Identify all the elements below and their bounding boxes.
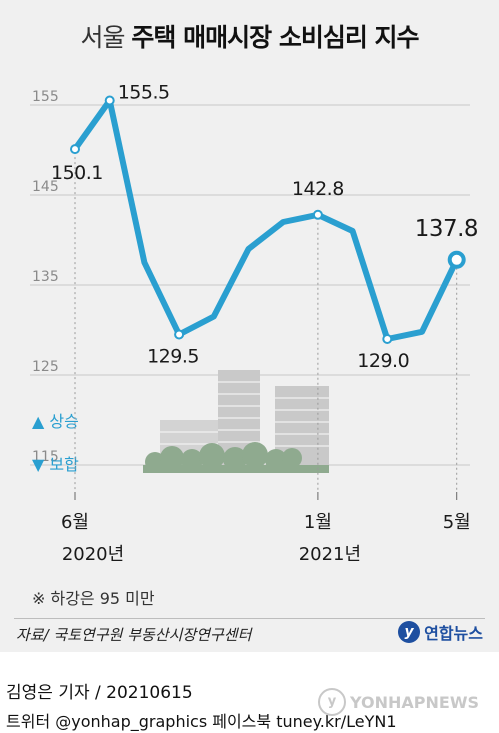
- title-light: 서울: [80, 23, 125, 52]
- infographic-card: [0, 0, 499, 652]
- data-label: 129.5: [147, 346, 199, 368]
- x-year-label: 2021년: [299, 544, 361, 565]
- y-tick-labels: 155 145 135 125 115: [32, 89, 59, 465]
- x-month-label: 6월: [61, 512, 89, 533]
- social-links: 트위터 @yonhap_graphics 페이스북 tuney.kr/LeYN1: [6, 712, 397, 731]
- yonhap-logo-text: 연합뉴스: [424, 624, 483, 643]
- legend-up-label: ▲ 상승: [32, 412, 79, 431]
- legend: ▲ 상승 ▼ 보합: [32, 412, 79, 474]
- data-point: [382, 334, 393, 344]
- line-chart: 155 145 135 125 115 ▲ 상승 ▼ 보합 150.1 155.5 129.…: [30, 82, 479, 565]
- x-year-label: 2020년: [62, 544, 124, 565]
- source-text: 자료/ 국토연구원 부동산시장연구센터: [16, 626, 252, 644]
- series-polyline: [72, 97, 460, 342]
- y-tick-label: 155: [32, 89, 59, 105]
- footnote: ※ 하강은 95 미만: [32, 589, 155, 608]
- watermark-text: YONHAPNEWS: [350, 692, 479, 712]
- chart-title: 서울 주택 매매시장 소비심리 지수: [0, 18, 499, 54]
- data-point: [312, 209, 323, 220]
- x-axis-labels: 6월 2020년 1월 2021년 5월: [61, 492, 471, 565]
- series-points: [70, 95, 466, 344]
- y-tick-label: 145: [32, 179, 59, 195]
- series-line: [72, 97, 460, 342]
- title-bold: 주택 매매시장 소비심리 지수: [131, 23, 419, 52]
- data-label: 142.8: [292, 178, 344, 200]
- watermark-icon: y: [318, 688, 346, 716]
- data-point: [447, 250, 466, 269]
- reporter-credit: 김영은 기자 / 20210615: [6, 683, 193, 703]
- yonhap-logo: y 연합뉴스: [398, 620, 483, 644]
- data-point: [70, 144, 80, 155]
- y-tick-label: 135: [32, 269, 59, 285]
- divider: [14, 618, 485, 619]
- point-labels: 150.1 155.5 129.5 142.8 129.0 137.8: [51, 82, 479, 373]
- watermark: y YONHAPNEWS: [318, 688, 479, 716]
- data-label: 137.8: [415, 216, 478, 242]
- yonhap-logo-icon: y: [398, 621, 421, 643]
- data-label: 129.0: [357, 350, 409, 372]
- data-point: [174, 329, 185, 340]
- guide-lines: [74, 157, 458, 492]
- x-month-label: 5월: [443, 512, 471, 533]
- legend-down-label: ▼ 보합: [32, 455, 79, 474]
- y-tick-label: 115: [32, 449, 59, 465]
- x-month-label: 1월: [304, 512, 332, 533]
- y-tick-label: 125: [32, 359, 59, 375]
- apartment-illustration: [143, 370, 329, 473]
- data-point: [104, 95, 115, 106]
- data-label: 150.1: [51, 162, 103, 184]
- data-label: 155.5: [118, 82, 170, 104]
